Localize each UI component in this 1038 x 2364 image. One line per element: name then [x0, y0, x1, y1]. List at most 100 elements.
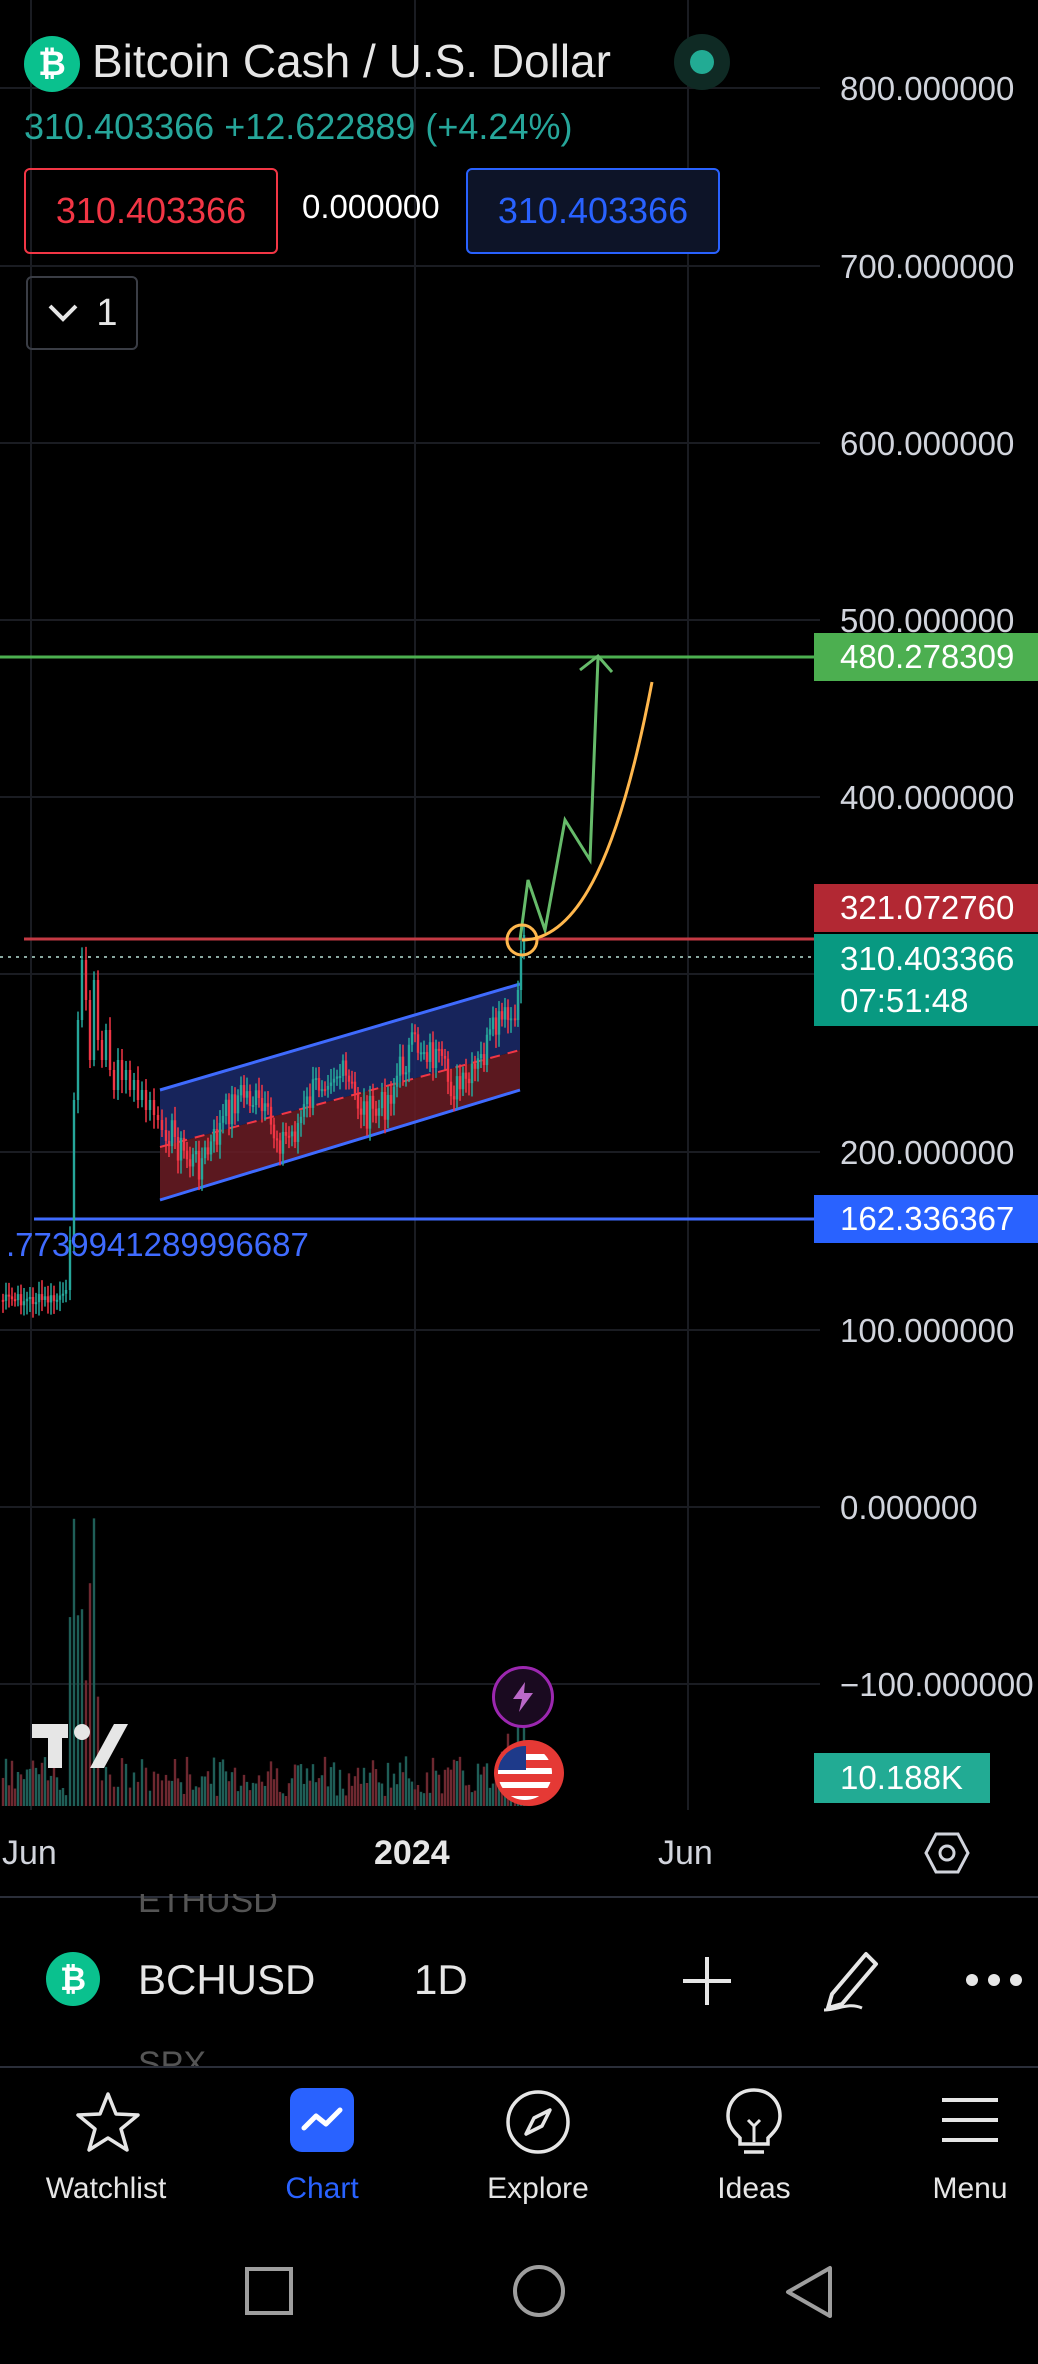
volume-tag[interactable]: 10.188K [814, 1753, 990, 1803]
volume-bar [497, 1781, 501, 1806]
candle-body [519, 950, 523, 990]
plus-icon[interactable] [680, 1954, 734, 2008]
candle-body [410, 1032, 414, 1045]
candle-body [458, 1076, 462, 1090]
indicators-collapse-button[interactable]: 1 [26, 276, 138, 350]
volume-bar [72, 1518, 76, 1806]
support-price-tag[interactable]: 162.336367 [814, 1195, 1038, 1243]
current-price-value: 310.403366 [840, 940, 1015, 977]
candle-body [413, 1032, 417, 1035]
candle-body [46, 1296, 50, 1303]
nav-menu-label: Menu [932, 2172, 1008, 2205]
nav-watchlist[interactable]: Watchlist [6, 2068, 206, 2228]
candle-body [227, 1099, 231, 1125]
volume-bar [108, 1774, 112, 1806]
target-price-tag[interactable]: 480.278309 [814, 633, 1038, 681]
candle-body [455, 1076, 459, 1100]
volume-bar [485, 1763, 489, 1806]
candle-body [440, 1049, 444, 1056]
volume-bar [494, 1773, 498, 1806]
volume-bar [431, 1757, 435, 1806]
candle-body [34, 1302, 38, 1305]
volume-bar [179, 1782, 183, 1806]
volume-bar [13, 1788, 17, 1806]
chart-area[interactable]: 800.000000 700.000000 600.000000 500.000… [0, 0, 1038, 1890]
volume-bar [100, 1780, 104, 1806]
candle-body [470, 1063, 474, 1084]
back-icon[interactable] [782, 2264, 834, 2320]
us-flag-icon[interactable] [494, 1740, 564, 1806]
candle-body [10, 1296, 14, 1300]
candle-body [84, 960, 88, 1000]
volume-bar [46, 1780, 50, 1806]
volume-bar [434, 1770, 438, 1806]
candle-body [185, 1150, 189, 1160]
more-icon[interactable] [964, 1972, 1024, 1988]
candle-body [272, 1124, 276, 1139]
recents-icon[interactable] [244, 2266, 294, 2316]
volume-bar [368, 1772, 372, 1806]
nav-ideas[interactable]: Ideas [654, 2068, 854, 2228]
buy-button[interactable]: 310.403366 [466, 168, 720, 254]
resistance-price-tag[interactable]: 321.072760 [814, 884, 1038, 932]
volume-bar [272, 1779, 276, 1806]
sell-button[interactable]: 310.403366 [24, 168, 278, 254]
volume-bar [323, 1756, 327, 1806]
volume-bar [428, 1792, 432, 1806]
candle-body [200, 1158, 204, 1180]
market-status-indicator[interactable] [674, 34, 730, 90]
current-price-tag[interactable]: 310.403366 07:51:48 [814, 934, 1038, 1026]
volume-bar [55, 1777, 59, 1806]
settings-hex-icon[interactable] [924, 1830, 970, 1876]
candle-body [365, 1101, 369, 1129]
candle-body [299, 1116, 303, 1124]
home-icon[interactable] [512, 2264, 566, 2318]
channel-lower-line [159, 1088, 521, 1202]
candle-body [344, 1060, 348, 1076]
price-chart[interactable] [0, 0, 1038, 1890]
interval-selector[interactable]: 1D [414, 1956, 468, 2003]
volume-bar [28, 1768, 32, 1806]
candle-body [398, 1056, 402, 1076]
volume-bar [458, 1756, 462, 1806]
candle-body [302, 1104, 306, 1117]
candle-body [479, 1054, 483, 1059]
candle-body [380, 1091, 384, 1109]
symbol-selector[interactable]: BCHUSD [138, 1956, 316, 2003]
candle-body [104, 1030, 108, 1060]
volume-bar [374, 1769, 378, 1806]
candle-body [482, 1054, 486, 1066]
candle-body [218, 1122, 222, 1145]
volume-bar [140, 1759, 144, 1806]
volume-bar [206, 1771, 210, 1806]
nav-chart[interactable]: Chart [222, 2068, 422, 2228]
lightning-icon[interactable] [492, 1666, 554, 1728]
volume-bar [7, 1785, 11, 1806]
candle-body [179, 1137, 183, 1161]
price-change-line: 310.403366 +12.622889 (+4.24%) [24, 106, 573, 147]
candle-body [452, 1096, 456, 1100]
candle-body [170, 1120, 174, 1147]
candle-body [332, 1078, 336, 1083]
candle-body [64, 1290, 68, 1294]
candle-body [55, 1299, 59, 1302]
volume-bar [452, 1759, 456, 1806]
y-tick-label: 100.000000 [840, 1312, 1015, 1349]
candle-body [341, 1060, 345, 1076]
symbol-title[interactable]: Bitcoin Cash / U.S. Dollar [92, 35, 611, 87]
candle-body [96, 980, 100, 1040]
volume-bar [326, 1786, 330, 1806]
pencil-icon[interactable] [818, 1944, 884, 2014]
candle-body [206, 1147, 210, 1155]
volume-bar [386, 1762, 390, 1806]
candle-body [203, 1147, 207, 1159]
candle-body [290, 1131, 294, 1137]
volume-bar [476, 1763, 480, 1806]
candle-body [40, 1294, 44, 1300]
nav-menu[interactable]: Menu [870, 2068, 1038, 2228]
nav-explore[interactable]: Explore [438, 2068, 638, 2228]
volume-bar [4, 1758, 8, 1806]
candle-body [160, 1120, 164, 1130]
candle-body [362, 1101, 366, 1115]
candle-body [230, 1094, 234, 1125]
